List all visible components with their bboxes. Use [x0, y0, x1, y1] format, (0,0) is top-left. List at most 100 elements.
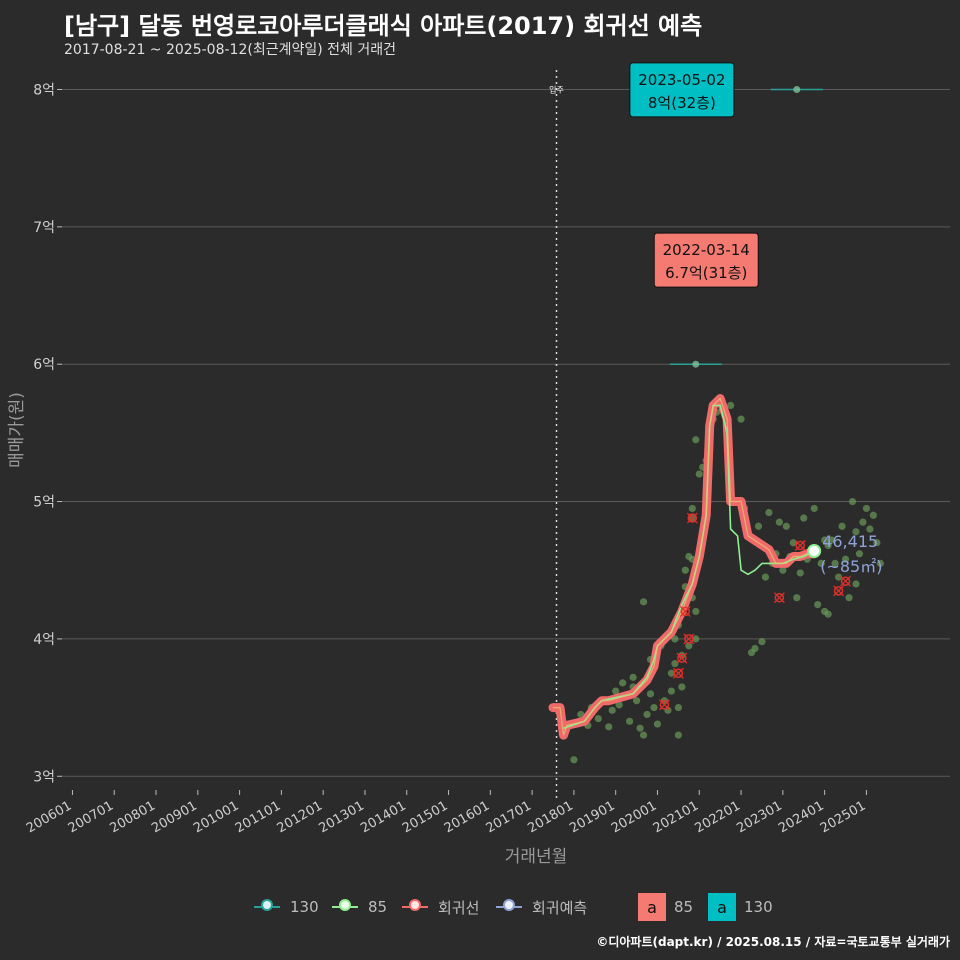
x-tick-label: 201701 [484, 798, 534, 836]
scatter-point [845, 594, 853, 602]
y-tick-label: 7억 [33, 220, 55, 236]
annotation-label-1: 2023-05-02 8억(32층) [629, 62, 735, 118]
chart-title: [남구] 달동 번영로코아루더클래식 아파트(2017) 회귀선 예측 [64, 12, 703, 40]
scatter-point [570, 756, 578, 764]
cancelled-marker [673, 668, 684, 678]
scatter-point [754, 522, 763, 530]
x-tick-label: 202001 [609, 798, 659, 836]
scatter-point [873, 539, 881, 547]
annotation-date: 2023-05-02 [638, 71, 725, 89]
cancelled-marker [833, 586, 844, 596]
cancelled-marker [684, 634, 694, 644]
scatter-point [737, 415, 745, 423]
scatter-point [626, 717, 634, 725]
x-tick-label: 201001 [191, 798, 241, 836]
scatter-point [869, 511, 877, 519]
legend-item-85: 85 [330, 893, 387, 921]
scatter-point [608, 706, 616, 714]
move-in-label: 입주 [549, 85, 564, 94]
scatter-point [727, 401, 735, 409]
annotation-label-0: 2022-03-14 6.7억(31층) [653, 232, 759, 288]
cancelled-marker [795, 540, 806, 551]
legend-item-130: 130 [252, 893, 319, 921]
scatter-point [650, 703, 658, 712]
x-tick-label: 202101 [651, 798, 701, 836]
scatter-point [688, 504, 696, 513]
cancelled-cross [676, 652, 688, 664]
cancelled-cross [672, 667, 684, 679]
cancelled-marker [659, 700, 670, 710]
legend-key-130 [252, 893, 282, 921]
legend-label-85: 85 [368, 898, 388, 916]
legend-item-label-130: a 130 [708, 893, 773, 921]
y-axis-title: 매매가(원) [7, 392, 27, 468]
x-tick-label: 201201 [275, 798, 325, 836]
series-130-point [793, 85, 801, 93]
scatter-point [859, 518, 867, 526]
x-tick-label: 201401 [358, 798, 408, 836]
scatter-point [824, 610, 832, 618]
scatter-point [821, 536, 829, 544]
y-tick-label: 6억 [33, 357, 55, 373]
legend-item-forecast: 회귀예측 [494, 893, 587, 921]
x-tick-label: 202501 [818, 798, 868, 836]
x-tick-label: 201901 [567, 798, 617, 836]
scatter-point [779, 566, 787, 574]
cancelled-marker [687, 513, 698, 523]
source-caption: ©디아파트(dapt.kr) / 2025.08.15 / 자료=국토교통부 실… [596, 935, 950, 949]
x-tick-label: 202301 [734, 798, 784, 836]
scatter-point [841, 555, 850, 563]
scatter-point [636, 724, 644, 732]
legend-key-85 [330, 893, 360, 921]
chart-subtitle: 2017-08-21 ~ 2025-08-12(최근계약일) 전체 거래건 [64, 42, 396, 58]
scatter-point [828, 536, 836, 544]
regression-center-line [553, 397, 815, 736]
y-tick-label: 8억 [33, 82, 55, 98]
scatter-point [678, 683, 686, 691]
x-axis-title: 거래년월 [505, 847, 568, 867]
scatter-point [692, 607, 700, 616]
scatter-point [643, 710, 651, 719]
scatter-point [796, 569, 804, 577]
scatter-point [800, 514, 808, 522]
scatter-point [681, 566, 689, 574]
x-tick-label: 201801 [525, 798, 575, 836]
cancelled-marker [680, 606, 691, 617]
cancelled-marker [840, 576, 851, 586]
x-tick-label: 200601 [24, 798, 74, 836]
legend-box-130: a [708, 893, 736, 921]
scatter-point [855, 550, 864, 558]
legend-label-regression: 회귀선 [438, 898, 480, 917]
scatter-point [775, 518, 783, 526]
cancelled-marker [774, 592, 785, 603]
scatter-point [761, 573, 770, 581]
cancelled-cross [833, 585, 845, 597]
scatter-point [876, 559, 884, 567]
series-85-endpoint [807, 543, 822, 558]
scatter-point [852, 528, 860, 536]
y-tick-label: 3억 [33, 769, 55, 785]
scatter-point [852, 580, 860, 588]
scatter-point [758, 638, 766, 646]
scatter-point [671, 660, 679, 668]
scatter-point [831, 559, 839, 567]
x-tick-label: 200801 [108, 798, 158, 836]
annotation-value: 6.7억(31층) [665, 264, 747, 282]
scatter-point [685, 642, 693, 650]
x-tick-label: 201501 [400, 798, 450, 836]
legend-item-regression: 회귀선 [400, 893, 479, 921]
legend-box-label-85: 85 [674, 898, 694, 916]
chart: 3억 4억 5억 6억 7억 8억 2006012007012008012009012010… [7, 62, 950, 867]
cancelled-cross [679, 605, 691, 617]
series-130-point [692, 360, 700, 368]
cancelled-cross [794, 540, 806, 551]
x-tick-label: 201301 [316, 798, 366, 836]
scatter-point [692, 635, 700, 643]
scatter-point [653, 720, 662, 728]
scatter-point [793, 594, 801, 602]
scatter-point [817, 559, 825, 567]
legend-item-label-85: a 85 [638, 893, 693, 921]
y-tick-label: 5억 [33, 495, 55, 511]
annotation-box [653, 232, 759, 288]
scatter-point [692, 436, 700, 444]
